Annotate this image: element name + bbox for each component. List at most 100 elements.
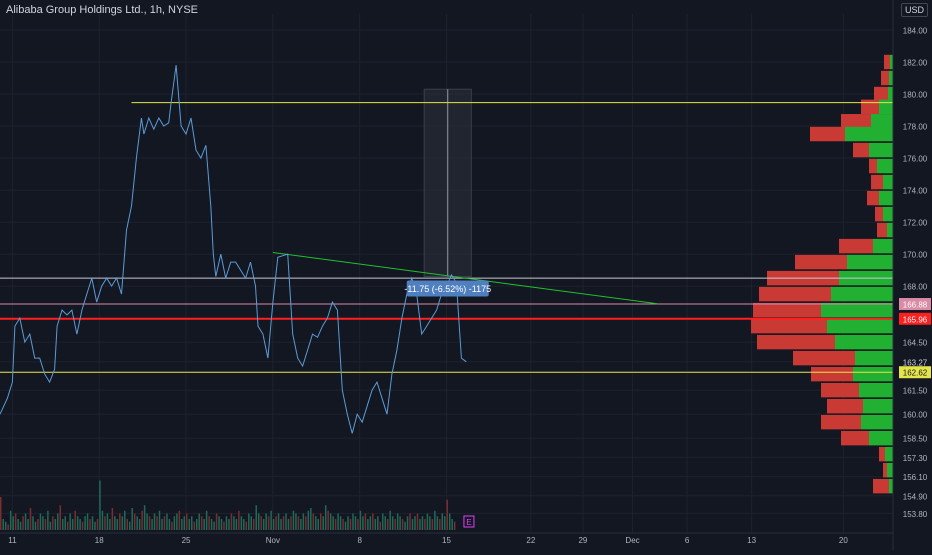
volume-bar bbox=[245, 521, 248, 530]
volume-bar bbox=[195, 519, 198, 530]
volume-bar bbox=[29, 508, 32, 530]
volume-bar bbox=[12, 516, 14, 530]
volume-bar bbox=[186, 513, 188, 530]
horizontal-levels[interactable] bbox=[0, 102, 893, 373]
volume-bar bbox=[39, 513, 42, 530]
price-axis[interactable]: 184.00 182.00 180.00 178.00 176.00 174.00 172.… bbox=[892, 0, 932, 550]
axis-label-11: 164.50 bbox=[903, 339, 928, 348]
volume-bar bbox=[42, 516, 44, 530]
vp-down-bar-6 bbox=[853, 142, 869, 158]
volume-bar bbox=[198, 513, 200, 530]
vp-up-bar-21 bbox=[859, 382, 893, 398]
volume-bar bbox=[151, 519, 153, 530]
volume-bar bbox=[382, 513, 384, 530]
volume-bar bbox=[367, 519, 369, 530]
axis-label-13: 162.62 bbox=[903, 369, 928, 378]
volume-bar bbox=[47, 510, 49, 530]
volume-bar bbox=[369, 516, 372, 530]
vp-up-bar-26 bbox=[887, 462, 893, 478]
volume-bar bbox=[81, 521, 84, 530]
vp-up-bar-27 bbox=[889, 478, 893, 494]
volume-bar bbox=[99, 480, 101, 530]
volume-bar bbox=[124, 510, 126, 530]
vp-up-bar-15 bbox=[831, 286, 893, 302]
volume-bar bbox=[439, 519, 441, 530]
volume-bar bbox=[399, 516, 401, 530]
volume-bar bbox=[109, 519, 111, 530]
volume-bar bbox=[163, 516, 166, 530]
volume-bar bbox=[329, 513, 332, 530]
x-tick-label-3: Nov bbox=[266, 536, 280, 545]
earnings-marker[interactable]: E bbox=[463, 515, 475, 528]
earnings-marker-box[interactable] bbox=[463, 515, 475, 528]
x-tick-label-10: 13 bbox=[747, 536, 756, 545]
currency-button[interactable]: USD bbox=[900, 3, 928, 17]
volume-bar bbox=[9, 510, 12, 530]
vp-down-bar-9 bbox=[867, 190, 879, 206]
volume-bar bbox=[374, 519, 377, 530]
volume-bar bbox=[302, 513, 305, 530]
axis-label-20: 153.80 bbox=[903, 510, 928, 519]
axis-label-17: 157.30 bbox=[903, 454, 928, 463]
volume-bar bbox=[386, 519, 389, 530]
volume-bar bbox=[158, 510, 161, 530]
volume-bar bbox=[49, 521, 52, 530]
x-tick-label-6: 22 bbox=[526, 536, 535, 545]
volume-bar bbox=[66, 521, 69, 530]
axis-label-5: 174.00 bbox=[903, 187, 928, 196]
volume-bar bbox=[349, 519, 352, 530]
volume-bars bbox=[0, 480, 456, 530]
vp-up-bar-0 bbox=[890, 54, 893, 70]
volume-bar bbox=[406, 516, 409, 530]
volume-bar bbox=[4, 521, 7, 530]
volume-bar bbox=[44, 519, 47, 530]
vp-up-bar-16 bbox=[821, 302, 893, 318]
volume-bar bbox=[119, 513, 121, 530]
volume-bar bbox=[384, 516, 386, 530]
x-tick-label-7: 29 bbox=[578, 536, 587, 545]
volume-bar bbox=[409, 513, 411, 530]
volume-bar bbox=[62, 519, 64, 530]
vp-down-bar-23 bbox=[821, 414, 861, 430]
volume-bar bbox=[347, 516, 349, 530]
volume-bar bbox=[255, 505, 257, 530]
measure-tool[interactable] bbox=[423, 88, 472, 278]
volume-bar bbox=[307, 510, 310, 530]
volume-bar bbox=[218, 516, 220, 530]
volume-bar bbox=[238, 510, 240, 530]
volume-bar bbox=[136, 516, 138, 530]
trendline[interactable] bbox=[272, 251, 658, 305]
volume-bar bbox=[84, 516, 86, 530]
volume-bar bbox=[138, 519, 141, 530]
trendline-segment[interactable] bbox=[272, 251, 658, 305]
measure-label: -11.75 (-6.52%) -1175 bbox=[404, 280, 491, 297]
vp-down-bar-15 bbox=[759, 286, 831, 302]
volume-bar bbox=[257, 513, 260, 530]
volume-bar bbox=[69, 513, 71, 530]
time-axis[interactable]: 11 18 25 Nov 8 15 22 29 Dec 6 13 20 bbox=[0, 532, 893, 545]
vp-up-bar-12 bbox=[873, 238, 893, 254]
volume-bar bbox=[305, 516, 307, 530]
vp-down-bar-20 bbox=[811, 366, 853, 382]
volume-bar bbox=[203, 519, 205, 530]
vp-up-bar-9 bbox=[879, 190, 893, 206]
volume-bar bbox=[225, 516, 228, 530]
vp-down-bar-22 bbox=[827, 398, 863, 414]
volume-bar bbox=[280, 519, 282, 530]
price-series bbox=[0, 65, 467, 434]
earnings-marker-text: E bbox=[466, 518, 471, 527]
vp-up-bar-23 bbox=[861, 414, 893, 430]
current-price-label: 163.27 bbox=[903, 358, 928, 367]
volume-bar bbox=[411, 519, 414, 530]
volume-bar bbox=[277, 513, 280, 530]
axis-label-3: 178.00 bbox=[903, 123, 928, 132]
volume-bar bbox=[436, 516, 439, 530]
x-tick-label-0: 11 bbox=[8, 536, 17, 545]
volume-bar bbox=[334, 519, 337, 530]
volume-bar bbox=[24, 513, 27, 530]
volume-bar bbox=[126, 519, 128, 530]
volume-bar bbox=[106, 513, 109, 530]
volume-bar bbox=[372, 513, 374, 530]
